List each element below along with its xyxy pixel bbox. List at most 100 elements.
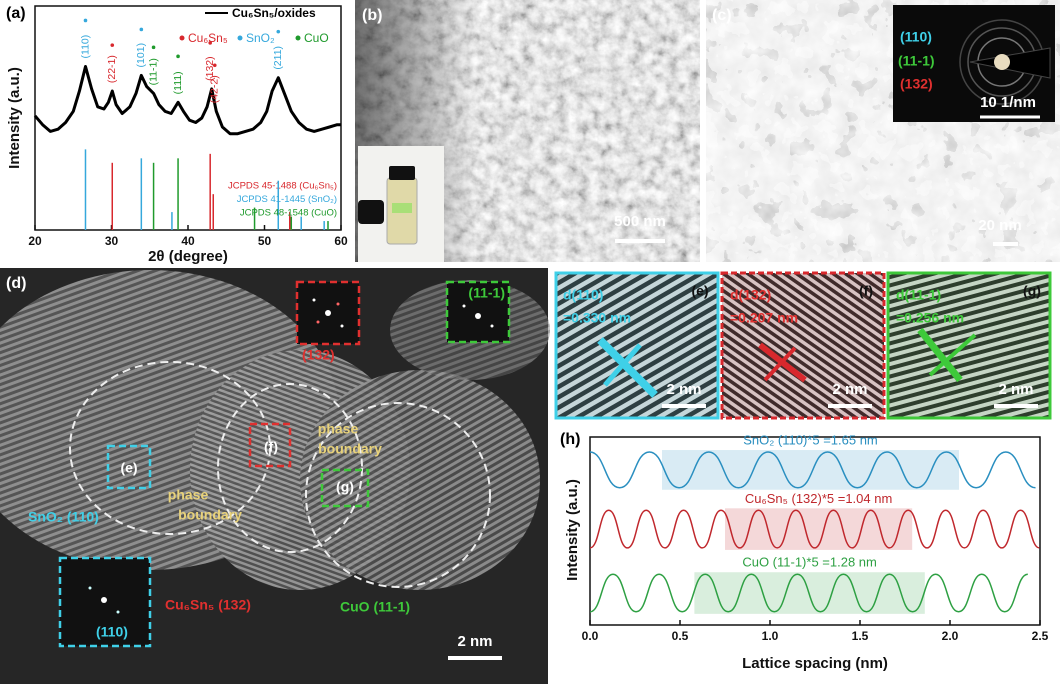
- x-tick-label: 0.5: [672, 629, 689, 643]
- peak-marker: [176, 54, 180, 59]
- scale-bar-label: 2 nm: [457, 633, 492, 650]
- peak-label: (132): [204, 56, 216, 81]
- center-spot: [994, 54, 1010, 70]
- peak-marker: [212, 63, 217, 68]
- measure: [928, 333, 977, 377]
- vial-cap: [389, 166, 415, 180]
- x-tick-label: 50: [258, 234, 272, 248]
- tint: [722, 273, 884, 418]
- region-label: (g): [336, 479, 354, 495]
- fft-spot: [316, 320, 320, 324]
- peak-marker: [276, 29, 281, 34]
- highlight-band: [725, 508, 913, 550]
- region-label: (e): [120, 460, 137, 476]
- cap: [358, 200, 384, 224]
- boundary-label: phase: [318, 421, 359, 437]
- x-tick-label: 1.0: [762, 629, 779, 643]
- peak-marker: [83, 18, 88, 23]
- fft-spot: [340, 324, 344, 328]
- peak-label: (22-1): [106, 55, 118, 83]
- measure: [597, 337, 658, 398]
- peak-label: (11-1): [147, 58, 159, 85]
- peak-label: (211): [272, 46, 284, 70]
- spacing-label: =0.256 nm: [896, 310, 964, 326]
- phase-label: CuO (11-1): [340, 599, 410, 615]
- profile-curve: [589, 573, 1029, 613]
- y-axis-label: Intensity (a.u.): [6, 67, 23, 169]
- grain-outline: [305, 402, 491, 588]
- fft-label: (132): [302, 347, 335, 363]
- profile-annotation: SnO₂ (110)*5 =1.65 nm: [743, 432, 878, 447]
- fft-spot: [462, 304, 466, 308]
- panel-label: (c): [712, 7, 732, 24]
- fft-spot: [475, 313, 481, 319]
- vial-glow: [392, 203, 412, 213]
- fft-spot: [312, 298, 316, 302]
- grain-outline: [69, 361, 271, 535]
- profile-curve: [589, 451, 1036, 489]
- x-tick-label: 40: [181, 234, 195, 248]
- lattice-image: [886, 271, 1052, 420]
- spacing-label: d(132): [730, 287, 771, 303]
- phase-marker: [237, 35, 243, 41]
- scale-bar-label: 2 nm: [666, 381, 701, 398]
- fft-label: (11-1): [468, 285, 505, 301]
- phase-label: SnO₂ (110): [28, 509, 99, 525]
- panel-label: (f): [859, 283, 873, 299]
- lattice-image: [720, 271, 886, 420]
- measure: [603, 343, 642, 387]
- panel-label: (d): [6, 275, 26, 292]
- scale-bar-label: 20 nm: [978, 217, 1021, 234]
- fft-spot: [490, 324, 494, 328]
- peak-label: (42-2): [209, 75, 221, 103]
- x-tick-label: 0.0: [582, 629, 599, 643]
- beam-stop: [969, 47, 1051, 79]
- x-tick-label: 2.5: [1032, 629, 1049, 643]
- phase-label: Cu₆Sn₅ (132): [165, 597, 251, 613]
- fft-spot: [101, 597, 107, 603]
- panel-label: (g): [1023, 283, 1041, 299]
- scale-bar-label: 2 nm: [998, 381, 1033, 398]
- reference-label: JCPDS 48-1548 (CuO): [240, 208, 337, 219]
- scale-bar-label: 500 nm: [614, 213, 666, 230]
- panel-e: d(110) =0.330 nm (e) 2 nm: [554, 271, 720, 420]
- x-tick-label: 1.5: [852, 629, 869, 643]
- peak-marker: [151, 45, 156, 50]
- highlight-band: [662, 450, 959, 490]
- fft-spot: [116, 610, 120, 614]
- fft-spot: [325, 310, 331, 316]
- tint: [888, 273, 1050, 418]
- x-tick-label: 2.0: [942, 629, 959, 643]
- panel-g: d(11-1) =0.256 nm (g) 2 nm: [886, 271, 1052, 420]
- x-tick-label: 30: [105, 234, 119, 248]
- spacing-label: d(110): [563, 287, 603, 303]
- phase-label: SnO₂: [246, 31, 275, 45]
- phase-label: CuO: [304, 31, 329, 45]
- y-axis-label: Intensity (a.u.): [564, 479, 581, 581]
- phase-marker: [179, 35, 185, 41]
- measure: [763, 346, 797, 382]
- x-tick-label: 20: [28, 234, 42, 248]
- reference-label: JCPDS 45-1488 (Cu₆Sn₅): [228, 181, 337, 192]
- plot-frame: [589, 436, 1041, 626]
- boundary-label: boundary: [178, 507, 242, 523]
- spacing-label: =0.330 nm: [563, 310, 631, 326]
- peak-label: (101): [135, 43, 147, 68]
- profile-curve: [589, 509, 1040, 549]
- scale-bar-label: 2 nm: [832, 381, 867, 398]
- panel-label: (e): [691, 283, 708, 299]
- phase-label: Cu₆Sn₅: [188, 31, 228, 45]
- x-tick-label: 60: [334, 234, 348, 248]
- region-box: [248, 422, 292, 468]
- boundary-label: boundary: [318, 441, 382, 457]
- phase-marker: [295, 35, 301, 41]
- region-label: (f): [264, 439, 278, 455]
- spacing-label: =0.207 nm: [730, 310, 798, 326]
- panel-c: (c) (110) (11-1) (132) 10 1/nm 20 nm: [706, 0, 1060, 262]
- measure: [917, 327, 963, 383]
- panel-label: (a): [6, 5, 26, 22]
- xrd-curve: [33, 65, 341, 136]
- region-box: [106, 444, 152, 490]
- panel-b: (b) 500 nm: [355, 0, 700, 262]
